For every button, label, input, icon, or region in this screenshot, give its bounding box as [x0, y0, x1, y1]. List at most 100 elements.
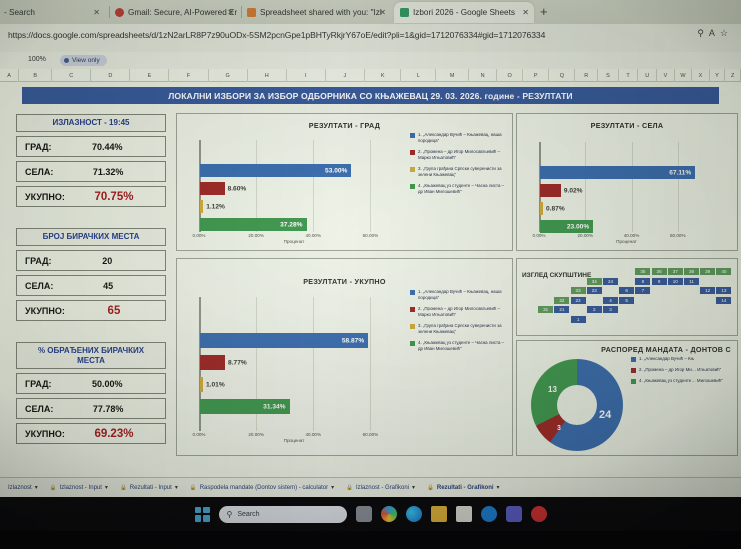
- panel-turnout-header: ИЗЛАЗНОСТ - 19:45: [16, 114, 166, 132]
- column-header-s[interactable]: S: [598, 69, 619, 82]
- column-header-q[interactable]: Q: [549, 69, 576, 82]
- column-header-r[interactable]: R: [575, 69, 599, 82]
- sheet-tab-2[interactable]: 🔒 Rezultati - Input ▾: [114, 478, 184, 497]
- legend-item-3: 4. „Књажевац уз студенте… Милошевић": [631, 378, 739, 384]
- column-header-h[interactable]: H: [248, 69, 287, 82]
- chart-card-sela[interactable]: РЕЗУЛТАТИ - СЕЛА 0.00% 20.00% 40.00% 60.00%…: [516, 113, 738, 251]
- gridline: [585, 142, 587, 232]
- legend-item-3: 3. „Група грађана Српски суверенисти за …: [410, 323, 506, 335]
- sheet-tab-bar[interactable]: Izlaznost ▾ 🔒 Izlaznost - Input ▾ 🔒 Rezultati …: [0, 477, 741, 497]
- onedrive-icon[interactable]: [480, 506, 497, 522]
- chevron-down-icon[interactable]: ▾: [412, 485, 416, 491]
- chart-card-grad[interactable]: РЕЗУЛТАТИ - ГРАД 0.00% 20.00% 40.00% 60.00%…: [176, 113, 513, 251]
- urlbar-icons[interactable]: ⚲A☆: [697, 28, 733, 39]
- assembly-seat-33: 33: [569, 286, 587, 296]
- x-tick-label: 0.00%: [192, 432, 206, 437]
- chevron-down-icon[interactable]: ▾: [331, 485, 335, 491]
- browser-tab-0[interactable]: - Search ✕: [4, 2, 104, 23]
- assembly-seat-38: 38: [683, 267, 700, 276]
- sheet-tab-4[interactable]: 🔒 Izlaznost - Grafikoni ▾: [340, 478, 421, 497]
- gridline: [256, 297, 258, 431]
- column-header-g[interactable]: G: [209, 69, 248, 82]
- sheet-tab-1[interactable]: 🔒 Izlaznost - Input ▾: [44, 478, 114, 497]
- column-header-p[interactable]: P: [523, 69, 550, 82]
- legend-swatch-icon: [410, 183, 415, 189]
- read-aloud-icon[interactable]: A: [708, 28, 720, 38]
- column-header-w[interactable]: W: [675, 69, 693, 82]
- tab-close-icon[interactable]: ✕: [522, 8, 529, 17]
- column-header-i[interactable]: I: [287, 69, 326, 82]
- donut-label-red: 3: [557, 425, 561, 432]
- gridline: [677, 142, 679, 232]
- legend-item-2: 2. „Промена – др Игор Милосављевић – Мар…: [410, 149, 506, 161]
- column-header-y[interactable]: Y: [710, 69, 726, 82]
- favorite-star-icon[interactable]: ☆: [719, 28, 733, 38]
- task-view-icon[interactable]: [355, 506, 372, 522]
- new-tab-button[interactable]: +: [540, 4, 548, 19]
- chevron-down-icon[interactable]: ▾: [174, 485, 178, 491]
- teams-icon[interactable]: [505, 506, 522, 522]
- column-header-d[interactable]: D: [91, 69, 131, 82]
- column-header-x[interactable]: X: [692, 69, 710, 82]
- column-header-c[interactable]: C: [52, 69, 92, 82]
- taskbar-search-input[interactable]: ⚲ Search: [218, 505, 347, 523]
- browser-tab-3-active[interactable]: Izbori 2026 - Google Sheets ✕: [394, 2, 534, 23]
- tab-close-icon[interactable]: ✕: [379, 8, 386, 17]
- column-header-t[interactable]: T: [619, 69, 639, 82]
- sheet-tab-0[interactable]: Izlaznost ▾: [2, 478, 44, 497]
- browser-tab-2[interactable]: Spreadsheet shared with you: "Izl ✕: [247, 2, 389, 23]
- row-label: СЕЛА:: [25, 166, 54, 177]
- sheet-tab-3[interactable]: 🔒 Raspodela mandate (Dontov sistem) - cal…: [184, 478, 340, 497]
- sheet-tab-label: Izlaznost: [8, 484, 32, 491]
- column-header-f[interactable]: F: [169, 69, 209, 82]
- edge-icon[interactable]: [405, 506, 422, 522]
- chevron-down-icon[interactable]: ▾: [104, 485, 108, 491]
- column-header-v[interactable]: V: [657, 69, 675, 82]
- sheet-tab-5[interactable]: 🔒 Rezultati - Grafikoni ▾: [421, 478, 506, 497]
- address-bar-input[interactable]: https://docs.google.com/spreadsheets/d/1…: [8, 30, 546, 40]
- legend-swatch-icon: [410, 166, 415, 172]
- chart-card-mandates[interactable]: РАСПОРЕД МАНДАТА - ДОНТОВ С 24 3 13 1. „…: [516, 340, 738, 456]
- chevron-down-icon[interactable]: ▾: [34, 485, 38, 491]
- copilot-icon[interactable]: [380, 506, 397, 522]
- y-axis-line: [199, 140, 201, 232]
- lock-icon: 🔒: [346, 484, 353, 491]
- assembly-seat-32: 32: [553, 295, 571, 305]
- legend-label: 4. „Књажевац уз студенте – Часна листа –…: [418, 339, 505, 351]
- column-header-m[interactable]: M: [436, 69, 470, 82]
- opera-icon[interactable]: [530, 506, 547, 522]
- assembly-seat-12: 12: [699, 286, 717, 296]
- windows-taskbar: ⚲ Search: [0, 497, 741, 549]
- chart-card-ukupno[interactable]: РЕЗУЛТАТИ - УКУПНО 0.00% 20.00% 40.00% 60.0…: [176, 258, 513, 456]
- assembly-card[interactable]: ИЗГЛЕД СКУПШТИНЕ 1 2 3 4 5 6 7 8 9 10 11 12 13 14 21 22…: [516, 258, 738, 336]
- column-header-n[interactable]: N: [469, 69, 498, 82]
- x-tick-label: 20.00%: [248, 233, 264, 238]
- file-explorer-icon[interactable]: [430, 506, 447, 522]
- x-tick-label: 0.00%: [532, 233, 546, 238]
- chart-title-ukupno: РЕЗУЛТАТИ - УКУПНО: [303, 277, 386, 286]
- browser-tab-1[interactable]: Gmail: Secure, AI-Powered Email f ✕: [115, 2, 237, 23]
- chart-title-grad: РЕЗУЛТАТИ - ГРАД: [308, 121, 381, 130]
- microsoft-store-icon[interactable]: [455, 506, 472, 522]
- tab-close-icon[interactable]: ✕: [93, 8, 100, 17]
- column-header-a[interactable]: A: [0, 69, 20, 82]
- row-value: 69.23%: [94, 427, 134, 440]
- tab-close-icon[interactable]: ✕: [227, 8, 234, 17]
- column-header-e[interactable]: E: [130, 69, 170, 82]
- column-header-l[interactable]: L: [401, 69, 437, 82]
- chevron-down-icon[interactable]: ▾: [496, 485, 500, 491]
- search-icon[interactable]: ⚲: [697, 28, 709, 38]
- chart-plot-ukupno: 0.00% 20.00% 40.00% 60.00% 58.87% 8.77% 1.01% 3…: [185, 293, 403, 443]
- column-header-b[interactable]: B: [19, 69, 53, 82]
- column-header-k[interactable]: K: [365, 69, 402, 82]
- gmail-favicon-icon: [115, 8, 124, 17]
- column-header-z[interactable]: Z: [725, 69, 741, 82]
- legend-item-2: 2. „Промена – др Игор Милосављевић – Мар…: [410, 306, 506, 318]
- legend-swatch-icon: [631, 379, 636, 384]
- column-header-o[interactable]: O: [497, 69, 524, 82]
- zoom-level-selector[interactable]: 100%: [28, 56, 46, 63]
- column-header-j[interactable]: J: [326, 69, 365, 82]
- column-header-u[interactable]: U: [638, 69, 658, 82]
- legend-swatch-icon: [410, 133, 415, 138]
- start-button-icon[interactable]: [194, 506, 210, 522]
